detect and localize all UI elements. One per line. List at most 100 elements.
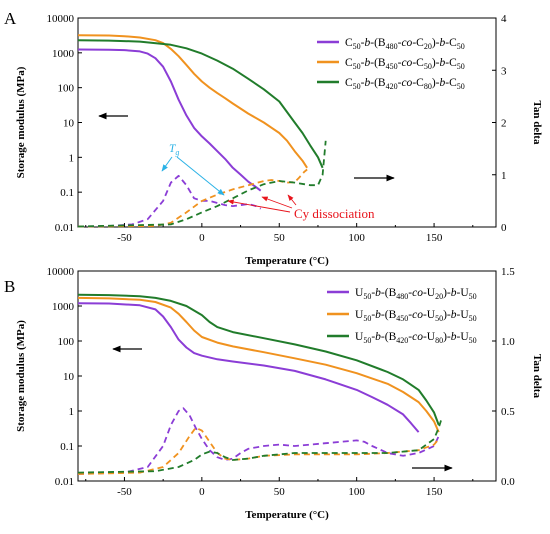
- legend-label-part: -C: [412, 77, 424, 89]
- y-right-tick-label: 0: [501, 222, 507, 234]
- legend-label-part: -: [398, 57, 402, 69]
- legend-label-part: -(B: [370, 37, 386, 49]
- tan-delta-series-line-3: [77, 417, 443, 474]
- legend-label-part: 50: [457, 62, 465, 71]
- legend-label-part: -: [408, 287, 412, 299]
- legend-label-part: C: [345, 37, 353, 49]
- legend-label-part: )-: [443, 331, 451, 343]
- y-right-tick-label: 3: [501, 65, 507, 77]
- legend-label-part: -(B: [370, 57, 386, 69]
- x-tick-label: 100: [348, 232, 365, 244]
- x-tick-label: -50: [117, 232, 132, 244]
- legend-label-part: C: [345, 77, 353, 89]
- modulus-series-line-3: [77, 39, 324, 169]
- cy-dissociation-arrow: [287, 194, 297, 206]
- legend-label-part: -(B: [381, 287, 397, 299]
- plot-frame: [77, 270, 497, 482]
- legend-label-part: )-: [432, 57, 440, 69]
- x-axis-label: Temperature (°C): [245, 509, 329, 521]
- legend-label-part: -: [408, 309, 412, 321]
- legend-label-part: U: [355, 309, 364, 321]
- tg-letter: T: [169, 143, 177, 155]
- legend-label-part: b: [451, 309, 457, 321]
- y-right-tick-label: 4: [501, 13, 507, 25]
- legend-label-part: 80: [424, 82, 432, 91]
- y-left-tick-label: 1: [69, 406, 75, 418]
- legend-label: U50-b-(B420-co-U80)-b-U50: [355, 331, 477, 345]
- y-left-tick-label: 100: [58, 336, 75, 348]
- y-left-tick-label: 10000: [47, 13, 75, 25]
- legend-label-part: b: [375, 287, 381, 299]
- legend-label-part: 50: [363, 314, 371, 323]
- panel-b: -50 0 50 100 1500.010.11101001000100000.00.5…: [4, 266, 543, 521]
- legend-label-part: -C: [445, 57, 457, 69]
- legend-label-part: -C: [445, 77, 457, 89]
- legend-label-part: b: [365, 77, 371, 89]
- modulus-series-line-1: [77, 48, 262, 192]
- x-tick-label: -50: [117, 486, 132, 498]
- plot-frame: [77, 17, 497, 228]
- y-left-tick-label: 1: [69, 152, 75, 164]
- legend-label-part: -U: [457, 309, 470, 321]
- legend-label-part: 50: [353, 42, 361, 51]
- legend-label-part: 50: [363, 292, 371, 301]
- x-tick-label: 150: [426, 486, 443, 498]
- legend-label-part: 50: [353, 62, 361, 71]
- tg-pointer-arrow: [161, 156, 173, 172]
- legend-label-part: -U: [457, 287, 470, 299]
- y-left-axis-label: Storage modulus (MPa): [15, 320, 27, 432]
- legend-label-part: 80: [435, 336, 443, 345]
- legend-label-part: b: [451, 331, 457, 343]
- x-tick-label: 100: [348, 486, 365, 498]
- legend-label-part: )-: [432, 77, 440, 89]
- x-tick-label: 150: [426, 232, 443, 244]
- x-tick-label: 0: [199, 232, 205, 244]
- legend-label-part: b: [365, 37, 371, 49]
- legend: C50-b-(B480-co-C20)-b-C50C50-b-(B450-co-…: [317, 37, 465, 91]
- legend-label: U50-b-(B480-co-U20)-b-U50: [355, 287, 477, 301]
- modulus-series-line-2: [77, 296, 440, 433]
- legend-label-part: 50: [435, 314, 443, 323]
- y-left-tick-label: 0.1: [60, 187, 74, 199]
- legend-label-part: 50: [363, 336, 371, 345]
- panel-a: -50 0 50 100 1500.010.111010010001000001234T…: [4, 9, 543, 267]
- legend: U50-b-(B480-co-U20)-b-U50U50-b-(B450-co-…: [327, 287, 477, 345]
- y-right-tick-label: 1.5: [501, 266, 515, 278]
- y-right-axis-label: Tan delta: [531, 354, 543, 398]
- y-right-tick-label: 1: [501, 170, 507, 182]
- legend-label-part: 420: [396, 336, 408, 345]
- legend-label-part: )-: [443, 287, 451, 299]
- legend-label-part: 420: [386, 82, 398, 91]
- legend-label: C50-b-(B450-co-C50)-b-C50: [345, 57, 465, 71]
- legend-label-part: -C: [412, 57, 424, 69]
- legend-label-part: 50: [353, 82, 361, 91]
- legend-label-part: b: [439, 37, 445, 49]
- legend-label-part: -U: [423, 309, 436, 321]
- y-left-tick-label: 1000: [52, 301, 75, 313]
- legend-label: U50-b-(B450-co-U50)-b-U50: [355, 309, 477, 323]
- y-left-tick-label: 0.1: [60, 441, 74, 453]
- legend-label-part: 450: [396, 314, 408, 323]
- x-tick-label: 0: [199, 486, 205, 498]
- legend-label-part: co: [412, 287, 423, 299]
- legend-label-part: -U: [423, 331, 436, 343]
- legend-label-part: -(B: [381, 331, 397, 343]
- legend-label-part: b: [439, 57, 445, 69]
- y-right-tick-label: 2: [501, 118, 507, 130]
- legend-label-part: b: [375, 331, 381, 343]
- legend-label-part: -U: [423, 287, 436, 299]
- legend-label-part: )-: [432, 37, 440, 49]
- legend-label-part: 50: [469, 336, 477, 345]
- cy-dissociation-label: Cy dissociation: [294, 206, 375, 221]
- legend-label-part: co: [412, 309, 423, 321]
- y-right-tick-label: 0.0: [501, 476, 515, 488]
- y-left-axis-label: Storage modulus (MPa): [15, 66, 27, 178]
- legend-label-part: -: [398, 37, 402, 49]
- legend-label-part: 20: [435, 292, 443, 301]
- legend-label-part: C: [345, 57, 353, 69]
- y-left-tick-label: 10: [63, 371, 75, 383]
- legend-label-part: -: [371, 309, 375, 321]
- x-tick-label: 50: [274, 232, 286, 244]
- legend-label-part: -: [398, 77, 402, 89]
